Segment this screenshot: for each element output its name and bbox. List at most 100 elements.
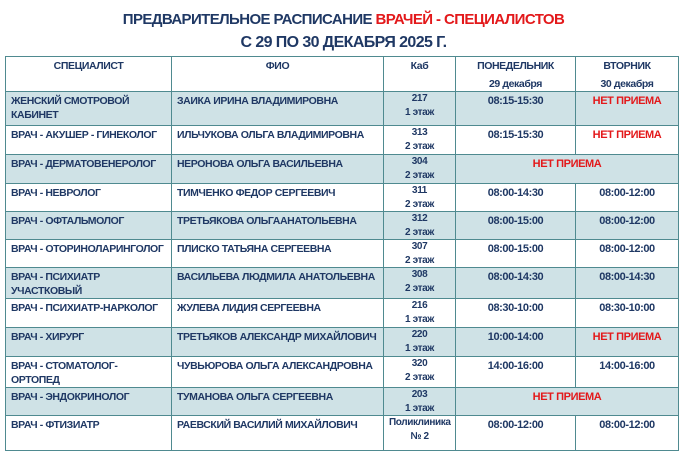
specialist-cell: ВРАЧ - ЭНДОКРИНОЛОГ — [5, 387, 172, 416]
room-number: 304 — [411, 156, 428, 167]
tuesday-cell: 08:30-10:00 — [575, 298, 679, 328]
floor: 1 этаж — [405, 403, 434, 414]
page-title: ПРЕДВАРИТЕЛЬНОЕ РАСПИСАНИЕ ВРАЧЕЙ - СПЕЦ… — [0, 11, 687, 28]
kab-cell: 307 2 этаж — [383, 239, 456, 268]
header-specialist: СПЕЦИАЛИСТ — [5, 56, 172, 92]
table-row: ВРАЧ - ПСИХИАТР УЧАСТКОВЫЙ ВАСИЛЬЕВА ЛЮД… — [5, 267, 679, 299]
fio-cell: ЗАИКА ИРИНА ВЛАДИМИРОВНА — [171, 91, 384, 126]
room-number: 216 — [411, 300, 428, 311]
monday-cell: 08:15-15:30 — [455, 125, 576, 155]
table-row: ЖЕНСКИЙ СМОТРОВОЙ КАБИНЕТ ЗАИКА ИРИНА ВЛ… — [5, 91, 679, 126]
monday-cell: 08:00-14:30 — [455, 267, 576, 299]
kab-cell: 220 1 этаж — [383, 327, 456, 357]
header-row: СПЕЦИАЛИСТ ФИО Каб ПОНЕДЕЛЬНИК 29 декабря… — [5, 56, 679, 92]
specialist-cell: ВРАЧ - ХИРУРГ — [5, 327, 172, 357]
table-row: ВРАЧ - ПСИХИАТР-НАРКОЛОГ ЖУЛЕВА ЛИДИЯ СЕ… — [5, 298, 679, 328]
floor: 2 этаж — [405, 255, 434, 266]
fio-cell: ТРЕТЬЯКОВА ОЛЬГААНАТОЛЬЕВНА — [171, 211, 384, 240]
floor: 1 этаж — [405, 343, 434, 354]
header-tuesday: ВТОРНИК 30 декабря — [575, 56, 679, 92]
kab-cell: 308 2 этаж — [383, 267, 456, 299]
room-number: 217 — [411, 93, 428, 104]
specialist-cell: ВРАЧ - СТОМАТОЛОГ-ОРТОПЕД — [5, 356, 172, 388]
tuesday-cell: 08:00-12:00 — [575, 415, 679, 451]
tuesday-label: ВТОРНИК — [603, 60, 651, 72]
room-number: 307 — [411, 241, 428, 252]
table-row: ВРАЧ - НЕВРОЛОГ ТИМЧЕНКО ФЕДОР СЕРГЕЕВИЧ… — [5, 183, 679, 212]
specialist-cell: ВРАЧ - ОФТАЛЬМОЛОГ — [5, 211, 172, 240]
no-appointment-cell: НЕТ ПРИЕМА — [455, 154, 679, 184]
tuesday-cell: 14:00-16:00 — [575, 356, 679, 388]
specialist-cell: ВРАЧ - АКУШЕР - ГИНЕКОЛОГ — [5, 125, 172, 155]
table-row: ВРАЧ - ФТИЗИАТР РАЕВСКИЙ ВАСИЛИЙ МИХАЙЛО… — [5, 415, 679, 451]
floor: 2 этаж — [405, 227, 434, 238]
monday-cell: 08:15-15:30 — [455, 91, 576, 126]
header-kab: Каб — [383, 56, 456, 92]
fio-cell: РАЕВСКИЙ ВАСИЛИЙ МИХАЙЛОВИЧ — [171, 415, 384, 451]
kab-cell: 203 1 этаж — [383, 387, 456, 416]
monday-cell: 08:00-15:00 — [455, 211, 576, 240]
tuesday-date: 30 декабря — [600, 78, 654, 90]
floor: 2 этаж — [405, 199, 434, 210]
monday-cell: 08:30-10:00 — [455, 298, 576, 328]
monday-label: ПОНЕДЕЛЬНИК — [477, 60, 554, 72]
table-row: ВРАЧ - СТОМАТОЛОГ-ОРТОПЕД ЧУВЬЮРОВА ОЛЬГ… — [5, 356, 679, 388]
specialist-cell: ЖЕНСКИЙ СМОТРОВОЙ КАБИНЕТ — [5, 91, 172, 126]
tuesday-cell: 08:00-12:00 — [575, 239, 679, 268]
room-number: 311 — [412, 185, 427, 196]
monday-date: 29 декабря — [488, 78, 543, 90]
date-range: С 29 ПО 30 ДЕКАБРЯ 2025 Г. — [240, 34, 448, 51]
header-fio: ФИО — [171, 56, 384, 92]
fio-cell: ПЛИСКО ТАТЬЯНА СЕРГЕЕВНА — [171, 239, 384, 268]
table-row: ВРАЧ - АКУШЕР - ГИНЕКОЛОГ ИЛЬЧУКОВА ОЛЬГ… — [5, 125, 679, 155]
fio-cell: НЕРОНОВА ОЛЬГА ВАСИЛЬЕВНА — [171, 154, 384, 184]
monday-cell: 08:00-15:00 — [455, 239, 576, 268]
room-number: 313 — [411, 127, 428, 138]
floor: 2 этаж — [405, 283, 434, 294]
header-monday: ПОНЕДЕЛЬНИК 29 декабря — [455, 56, 576, 92]
monday-cell: 10:00-14:00 — [455, 327, 576, 357]
fio-cell: ЖУЛЕВА ЛИДИЯ СЕРГЕЕВНА — [171, 298, 384, 328]
tuesday-cell: НЕТ ПРИЕМА — [575, 327, 679, 357]
monday-cell: 14:00-16:00 — [455, 356, 576, 388]
floor: 2 этаж — [405, 141, 434, 152]
title-accent: ВРАЧЕЙ - СПЕЦИАЛИСТОВ — [375, 11, 565, 28]
room-number: 203 — [411, 389, 428, 400]
monday-cell: 08:00-12:00 — [455, 415, 576, 451]
fio-cell: ВАСИЛЬЕВА ЛЮДМИЛА АНАТОЛЬЕВНА — [171, 267, 384, 299]
specialist-cell: ВРАЧ - ПСИХИАТР-НАРКОЛОГ — [5, 298, 172, 328]
kab-cell: 312 2 этаж — [383, 211, 456, 240]
title-main: ПРЕДВАРИТЕЛЬНОЕ РАСПИСАНИЕ — [122, 11, 376, 28]
fio-cell: ЧУВЬЮРОВА ОЛЬГА АЛЕКСАНДРОВНА — [171, 356, 384, 388]
schedule-table: СПЕЦИАЛИСТ ФИО Каб ПОНЕДЕЛЬНИК 29 декабря… — [5, 56, 679, 451]
table-row: ВРАЧ - ХИРУРГ ТРЕТЬЯКОВ АЛЕКСАНДР МИХАЙЛ… — [5, 327, 679, 357]
room-number: 308 — [411, 269, 428, 280]
floor: 2 этаж — [405, 372, 434, 383]
tuesday-cell: 08:00-12:00 — [575, 211, 679, 240]
fio-cell: ТУМАНОВА ОЛЬГА СЕРГЕЕВНА — [171, 387, 384, 416]
specialist-cell: ВРАЧ - НЕВРОЛОГ — [5, 183, 172, 212]
table-row: ВРАЧ - ЭНДОКРИНОЛОГ ТУМАНОВА ОЛЬГА СЕРГЕ… — [5, 387, 679, 416]
room-number: 312 — [411, 213, 428, 224]
floor: 1 этаж — [405, 314, 434, 325]
no-appointment-cell: НЕТ ПРИЕМА — [455, 387, 679, 416]
room-number: Поликлиника — [389, 417, 451, 428]
tuesday-cell: НЕТ ПРИЕМА — [575, 91, 679, 126]
kab-cell: 313 2 этаж — [383, 125, 456, 155]
kab-cell: 217 1 этаж — [383, 91, 456, 126]
kab-cell: 320 2 этаж — [383, 356, 456, 388]
room-number: 220 — [411, 329, 428, 340]
kab-cell: 216 1 этаж — [383, 298, 456, 328]
monday-cell: 08:00-14:30 — [455, 183, 576, 212]
tuesday-cell: 08:00-14:30 — [575, 267, 679, 299]
specialist-cell: ВРАЧ - ОТОРИНОЛАРИНГОЛОГ — [5, 239, 172, 268]
kab-cell: 304 2 этаж — [383, 154, 456, 184]
room-number: 320 — [411, 358, 428, 369]
specialist-cell: ВРАЧ - ФТИЗИАТР — [5, 415, 172, 451]
fio-cell: ТРЕТЬЯКОВ АЛЕКСАНДР МИХАЙЛОВИЧ — [171, 327, 384, 357]
fio-cell: ТИМЧЕНКО ФЕДОР СЕРГЕЕВИЧ — [171, 183, 384, 212]
specialist-cell: ВРАЧ - ПСИХИАТР УЧАСТКОВЫЙ — [5, 267, 172, 299]
floor: № 2 — [410, 431, 429, 442]
floor: 2 этаж — [405, 170, 434, 181]
table-row: ВРАЧ - ОФТАЛЬМОЛОГ ТРЕТЬЯКОВА ОЛЬГААНАТО… — [5, 211, 679, 240]
